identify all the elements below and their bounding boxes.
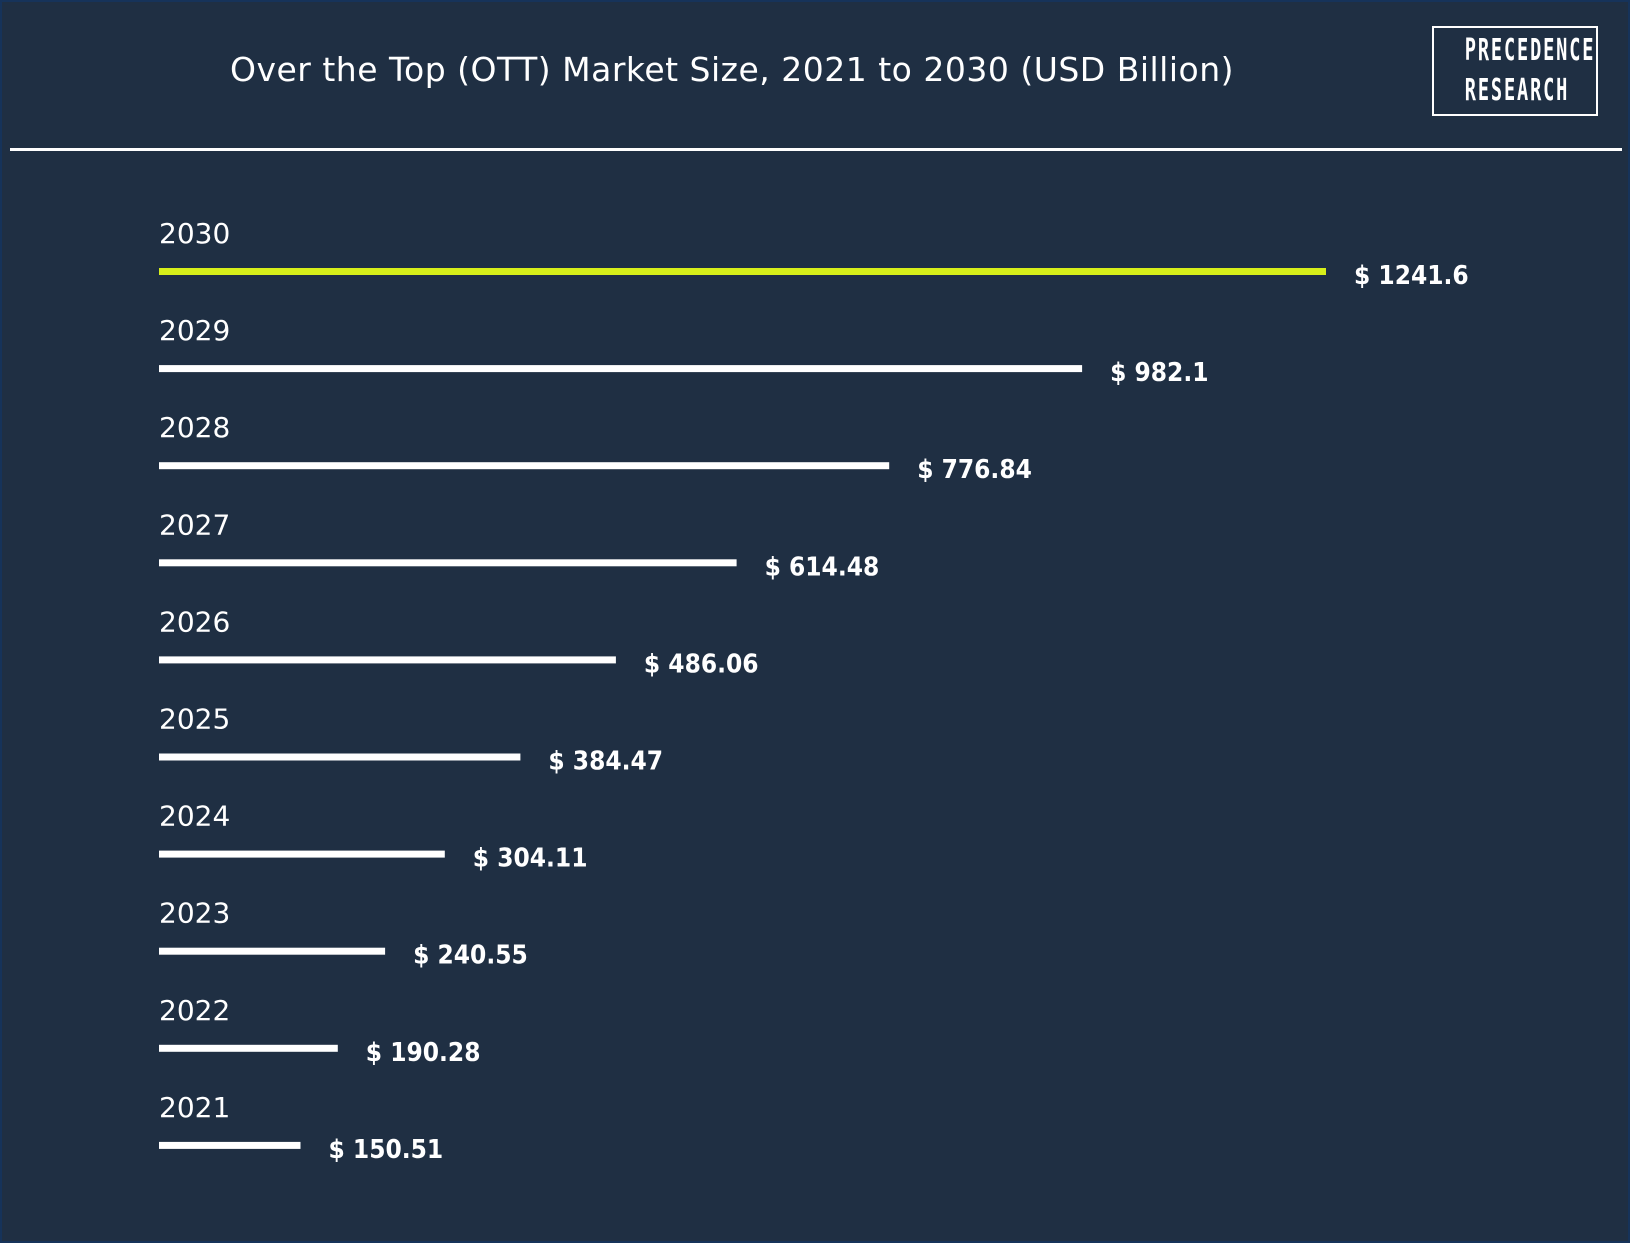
logo-line-2: RESEARCH xyxy=(1464,73,1570,108)
year-label-2026: 2026 xyxy=(159,605,230,638)
bar-2025 xyxy=(159,753,521,761)
value-label-2030: $ 1241.6 xyxy=(1354,261,1469,291)
year-label-2024: 2024 xyxy=(159,800,230,833)
year-label-2029: 2029 xyxy=(159,314,230,347)
header-divider xyxy=(10,148,1622,151)
value-label-2024: $ 304.11 xyxy=(473,844,588,874)
year-label-2030: 2030 xyxy=(159,217,230,250)
chart-title: Over the Top (OTT) Market Size, 2021 to … xyxy=(229,50,1234,89)
bar-2028 xyxy=(159,462,890,470)
value-label-2021: $ 150.51 xyxy=(329,1135,444,1165)
bar-2023 xyxy=(159,947,386,955)
bar-2021 xyxy=(159,1141,301,1149)
year-label-2022: 2022 xyxy=(159,994,230,1027)
precedence-research-logo: PRECEDENCE RESEARCH xyxy=(1432,26,1598,116)
bar-2022 xyxy=(159,1044,338,1052)
value-label-2025: $ 384.47 xyxy=(548,747,663,777)
value-label-2029: $ 982.1 xyxy=(1110,358,1208,388)
value-label-2026: $ 486.06 xyxy=(644,649,759,679)
bar-2027 xyxy=(159,559,737,567)
year-label-2023: 2023 xyxy=(159,897,230,930)
bar-2029 xyxy=(159,365,1083,373)
value-label-2023: $ 240.55 xyxy=(413,941,528,971)
bar-2030 xyxy=(159,268,1326,275)
value-label-2022: $ 190.28 xyxy=(366,1038,481,1068)
year-label-2021: 2021 xyxy=(159,1091,230,1124)
year-label-2028: 2028 xyxy=(159,411,230,444)
bar-2024 xyxy=(159,850,445,858)
year-label-2025: 2025 xyxy=(159,703,230,736)
year-label-2027: 2027 xyxy=(159,508,230,541)
value-label-2028: $ 776.84 xyxy=(917,455,1032,485)
bar-2026 xyxy=(159,656,616,664)
value-label-2027: $ 614.48 xyxy=(765,552,880,582)
